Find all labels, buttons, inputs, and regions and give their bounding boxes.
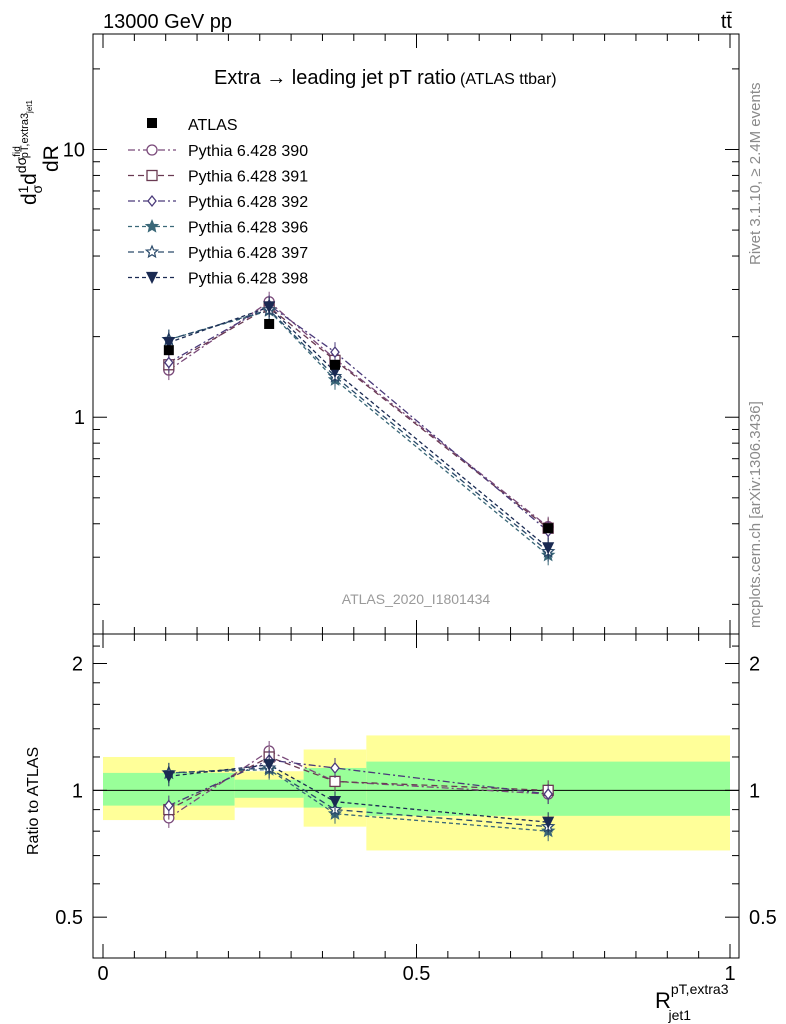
ratio-series-line-2 [168, 759, 549, 807]
series-markers [161, 291, 556, 842]
legend-label-0: Pythia 6.428 390 [188, 143, 308, 160]
series-lines [168, 300, 549, 832]
main-series-line-4 [168, 309, 549, 553]
data-point [543, 523, 554, 534]
legend-marker-3 [144, 218, 160, 233]
process-label: tt̄ [721, 11, 733, 33]
legend-marker-5 [145, 271, 159, 284]
legend-marker-data [147, 118, 157, 128]
x-tick-label: 0.5 [403, 963, 431, 985]
main-series-point-2 [164, 356, 174, 369]
chart-title: Extra → leading jet pT ratio (ATLAS ttbar… [214, 67, 557, 89]
ratio-series-point-2 [543, 787, 554, 801]
analysis-watermark: ATLAS_2020_I1801434 [342, 591, 491, 607]
ratio-series-point-5 [328, 796, 342, 809]
legend-label-4: Pythia 6.428 397 [188, 245, 308, 262]
legend-label-2: Pythia 6.428 392 [188, 194, 308, 211]
ratio-y-tick-label-left: 1 [72, 780, 83, 802]
ratio-series-line-5 [168, 764, 549, 823]
ratio-y-tick-label-right: 1 [749, 780, 760, 802]
ratio-y-tick-label-left: 2 [72, 654, 83, 676]
legend-marker-0 [146, 144, 158, 156]
beam-energy-label: 13000 GeV pp [103, 11, 232, 33]
ratio-series-point-5 [542, 816, 555, 829]
main-series-point-5 [263, 301, 276, 314]
main-y-label-text: d1σddσfidpT,extra3jet1dR [12, 99, 63, 205]
x-axis-label: RpT,extra3 jet1 [655, 981, 729, 1023]
ratio-series-line-0 [168, 750, 549, 819]
main-y-tick-label: 1 [74, 407, 85, 429]
legend: Pythia 6.428 390 Pythia 6.428 391 Pythia 6… [128, 117, 308, 288]
legend-marker-2 [147, 194, 157, 208]
ratio-y-axis-label: Ratio to ATLAS [25, 747, 42, 855]
ratio-y-tick-label-right: 2 [749, 654, 760, 676]
ratio-series-line-3 [168, 768, 549, 832]
legend-label-1: Pythia 6.428 391 [188, 169, 308, 186]
ratio-series-point-2 [330, 761, 340, 775]
tick-labels: 1 10 0.5 0.5 1 1 2 2 0 0.5 1 [55, 139, 777, 985]
data-point [329, 359, 340, 370]
mcplots-label: mcplots.cern.ch [arXiv:1306.3436] [747, 401, 764, 628]
legend-label-data: ATLAS [188, 117, 238, 134]
ratio-series-point-5 [162, 770, 175, 783]
main-series-line-5 [168, 306, 549, 549]
main-y-tick-label: 10 [63, 139, 85, 161]
legend-marker-1 [146, 169, 158, 182]
legend-label-3: Pythia 6.428 396 [188, 220, 308, 237]
ratio-y-tick-label-left: 0.5 [55, 907, 83, 929]
chart-title-text: Extra → leading jet pT ratio [214, 67, 456, 89]
main-series-point-5 [542, 542, 555, 555]
data-point [264, 318, 275, 329]
main-series-line-3 [168, 309, 549, 556]
main-series-line-0 [168, 300, 549, 528]
main-series-line-2 [168, 304, 549, 532]
ratio-y-tick-label-right: 0.5 [749, 907, 777, 929]
main-y-axis-label: d1σddσfidpT,extra3jet1dR [12, 99, 63, 205]
ratio-series-line-1 [168, 756, 549, 811]
rivet-label: Rivet 3.1.10, ≥ 2.4M events [747, 83, 764, 266]
legend-label-5: Pythia 6.428 398 [188, 271, 308, 288]
chart-title-suffix: (ATLAS ttbar) [460, 71, 557, 88]
axes-ticks [93, 34, 739, 959]
legend-marker-4 [144, 244, 160, 259]
main-series-point-2 [330, 346, 340, 359]
ratio-series-point-5 [263, 759, 276, 772]
data-point [163, 345, 174, 356]
x-tick-label: 0 [97, 963, 108, 985]
ratio-band-green-1 [234, 779, 304, 798]
main-series-point-5 [162, 336, 175, 350]
ratio-series-point-2 [164, 799, 174, 812]
x-tick-label: 1 [724, 963, 735, 985]
main-series-line-1 [168, 306, 549, 529]
